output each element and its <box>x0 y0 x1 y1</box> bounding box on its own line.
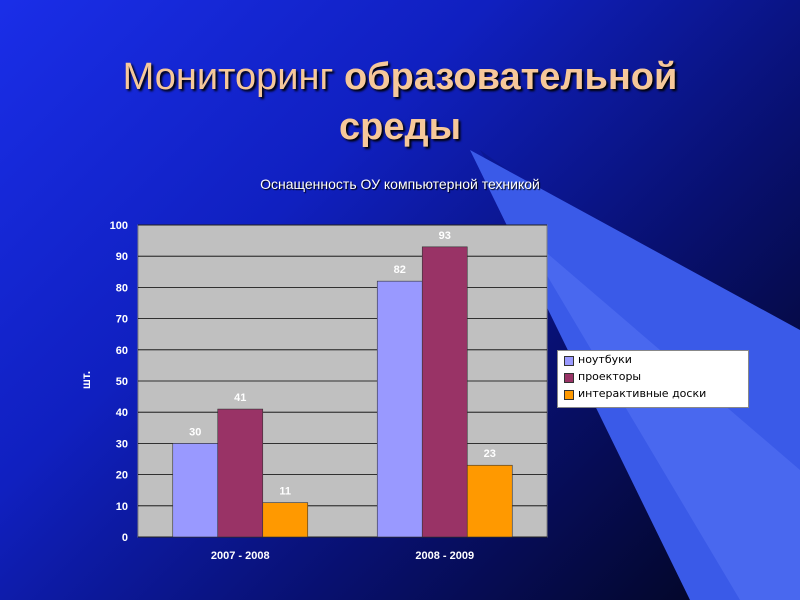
y-tick-label: 30 <box>116 438 128 450</box>
legend-label: интерактивные доски <box>578 387 707 400</box>
y-tick-label: 80 <box>116 282 128 294</box>
x-tick-labels: 2007 - 2008 2008 - 2009 <box>211 550 474 562</box>
title-bold-line2: среды <box>338 106 462 148</box>
y-tick-label: 60 <box>116 345 128 357</box>
y-tick-label: 10 <box>116 501 128 513</box>
x-tick-label: 2007 - 2008 <box>211 550 270 562</box>
y-tick-labels: 0 10 20 30 40 50 60 70 80 90 100 <box>110 220 128 544</box>
y-tick-label: 70 <box>116 314 128 326</box>
legend-swatch <box>564 356 574 366</box>
chart-title: Оснащенность ОУ компьютерной техникой <box>260 176 540 192</box>
data-label: 93 <box>439 230 451 242</box>
data-label: 41 <box>234 392 246 404</box>
legend-swatch <box>564 373 574 383</box>
bar <box>466 464 513 538</box>
chart-legend: ноутбуки проекторы интерактивные доски <box>557 350 749 408</box>
y-tick-label: 90 <box>116 251 128 263</box>
data-labels: 30 41 11 82 93 23 <box>189 230 496 498</box>
x-tick-label: 2008 - 2009 <box>415 550 474 562</box>
legend-label: ноутбуки <box>578 353 632 366</box>
data-label: 11 <box>279 486 291 498</box>
y-axis-label: шт. <box>79 371 93 389</box>
bar <box>217 408 264 538</box>
y-tick-label: 0 <box>122 532 128 544</box>
y-tick-label: 40 <box>116 407 128 419</box>
y-tick-label: 50 <box>116 376 128 388</box>
data-label: 23 <box>484 448 496 460</box>
slide-title: Мониторинг образовательной среды <box>0 52 800 152</box>
legend-item: ноутбуки <box>558 351 748 368</box>
decor-stripe-light-2 <box>520 230 800 600</box>
title-bold-line1: образовательной <box>343 56 678 98</box>
bar <box>376 280 423 538</box>
title-regular: Мониторинг <box>122 56 334 98</box>
data-label: 30 <box>189 426 201 438</box>
bar <box>421 246 468 538</box>
y-tick-label: 20 <box>116 470 128 482</box>
bars <box>172 246 513 538</box>
bar <box>262 502 309 538</box>
bar <box>172 443 219 538</box>
legend-item: интерактивные доски <box>558 385 748 402</box>
legend-swatch <box>564 390 574 400</box>
legend-item: проекторы <box>558 368 748 385</box>
data-label: 82 <box>394 264 406 276</box>
legend-label: проекторы <box>578 370 642 383</box>
y-tick-label: 100 <box>110 220 128 232</box>
